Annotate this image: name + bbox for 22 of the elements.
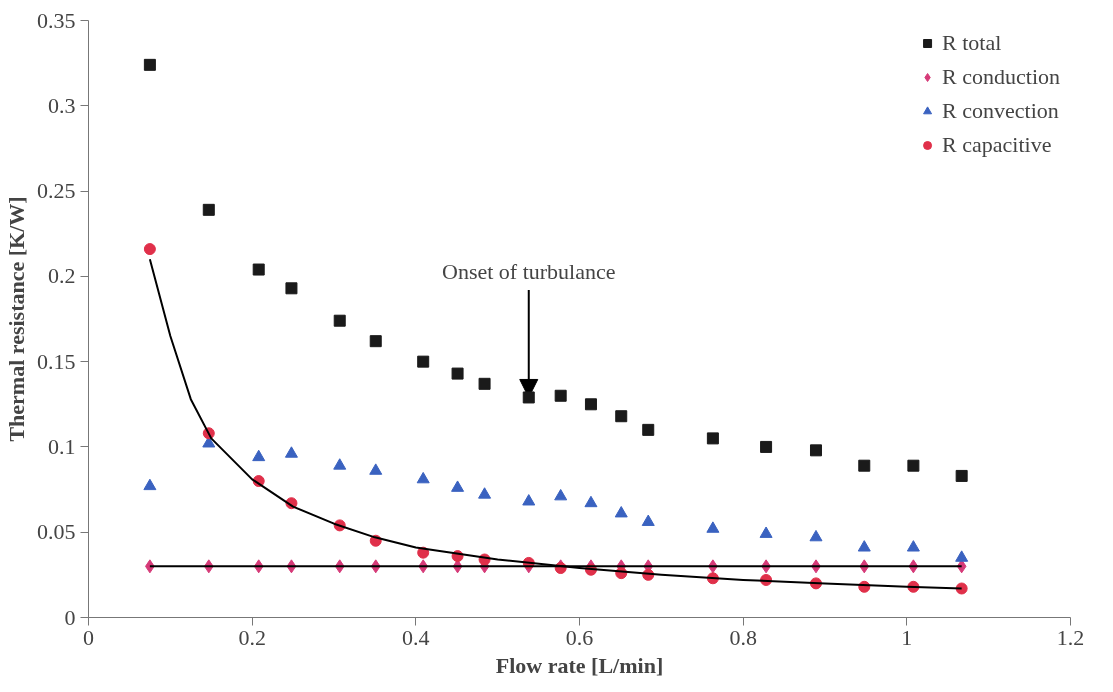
annotation: Onset of turbulance <box>442 259 616 285</box>
y-tick-label: 0.3 <box>48 92 76 118</box>
x-tick-label: 0.6 <box>565 624 594 650</box>
legend-label: R capacitive <box>942 132 1052 158</box>
y-axis-title: Thermal resistance [K/W] <box>4 196 29 442</box>
x-axis-title: Flow rate [L/min] <box>495 652 664 678</box>
y-tick-label: 0.2 <box>48 263 76 289</box>
y-tick-label: 0 <box>64 604 76 630</box>
legend-label: R convection <box>942 98 1059 124</box>
y-tick-label: 0.05 <box>37 519 76 545</box>
y-tick-label: 0.25 <box>37 178 76 204</box>
x-tick-label: 0.8 <box>729 624 757 650</box>
x-tick-label: 0.4 <box>402 624 430 650</box>
x-tick-label: 0 <box>83 624 94 650</box>
y-tick-label: 0.15 <box>37 348 76 374</box>
y-tick-label: 0.35 <box>37 7 76 33</box>
x-tick-label: 1 <box>901 624 913 650</box>
y-tick-label: 0.1 <box>48 433 76 459</box>
legend-label: R conduction <box>942 64 1060 90</box>
x-tick-label: 1.2 <box>1056 624 1085 650</box>
legend-label: R total <box>942 30 1002 56</box>
x-tick-label: 0.2 <box>238 624 266 650</box>
